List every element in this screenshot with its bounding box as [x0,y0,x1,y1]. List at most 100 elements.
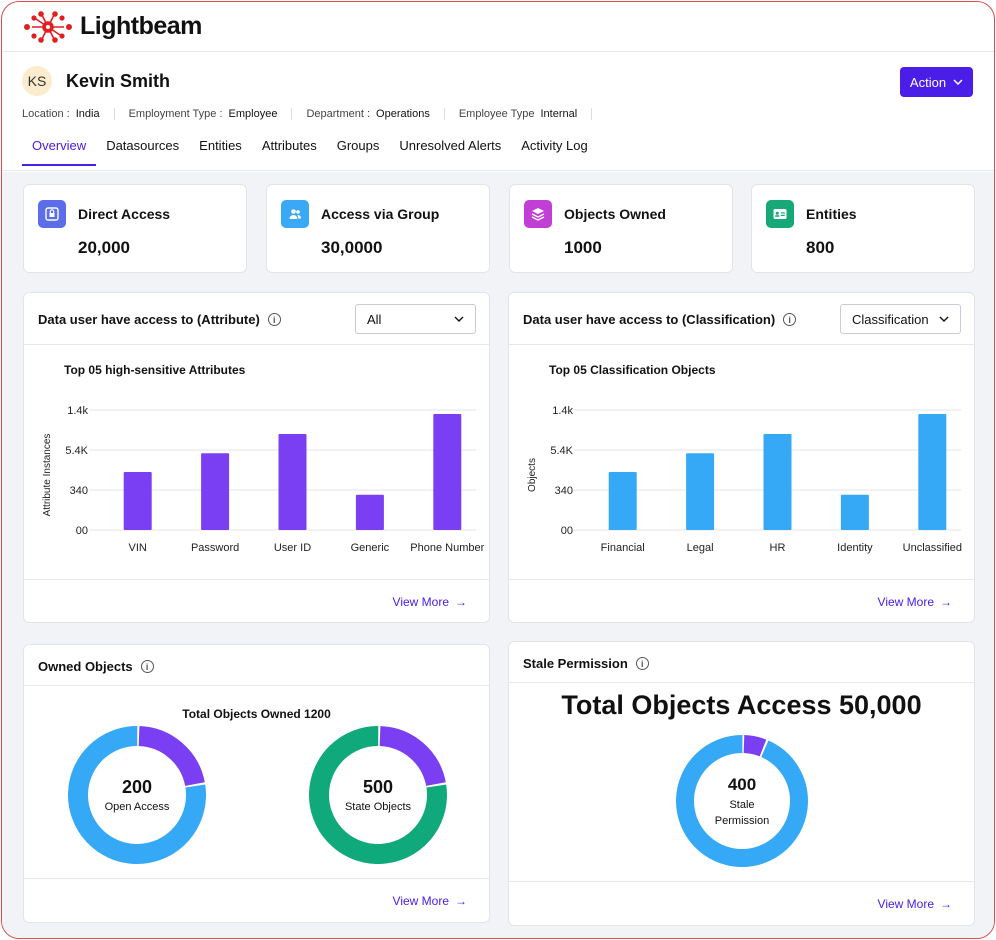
donut-label: Permission [714,815,770,827]
stat-card-direct-access[interactable]: Direct Access 20,000 [23,184,247,273]
view-more-label: View More [392,894,449,908]
owned-objects-panel: Owned Objects i Total Objects Owned 1200… [23,644,490,923]
select-value: Classification [852,311,929,327]
donut-center: 500 State Objects [308,725,448,865]
info-icon[interactable]: i [783,313,797,326]
meta-employee-type: Employee Type Internal [459,108,593,120]
y-tick-label: 5.4K [65,445,88,457]
view-more-link[interactable]: View More → [878,897,952,911]
bar [201,453,230,530]
info-icon[interactable]: i [635,657,649,670]
classification-access-panel: Data user have access to (Classification… [508,292,975,623]
select-value: All [367,311,382,327]
avatar: KS [22,66,52,96]
bar [123,472,152,530]
donut-value: 200 [121,777,153,797]
tab-attributes[interactable]: Attributes [261,138,317,153]
view-more-label: View More [877,897,934,911]
arrow-right-icon: → [940,595,952,609]
view-more-label: View More [877,595,934,609]
donut-label: State Objects [344,801,412,813]
meta-value: Employee [228,108,278,120]
panel-title-text: Stale Permission [523,656,628,671]
meta-value: India [75,108,100,120]
total-objects-access-heading: Total Objects Access 50,000 [561,690,922,720]
users-icon [281,200,309,228]
lightbeam-logo-icon [23,10,72,43]
donut-slice [309,726,447,864]
tab-datasources[interactable]: Datasources [106,138,180,153]
stat-value: 1000 [564,238,602,257]
view-more-label: View More [392,595,449,609]
classification-bar-chart: 00 340 5.4K 1.4k Objects Financial Legal HR Iden… [527,405,962,554]
brand-name: Lightbeam [80,12,202,40]
arrow-right-icon: → [455,595,467,609]
y-tick-label: 340 [555,485,573,497]
tabs-divider [2,170,994,171]
meta-value: Operations [376,108,430,120]
stat-card-entities[interactable]: Entities 800 [751,184,975,273]
stat-value: 20,000 [78,238,130,257]
x-tick-label: Identity [837,542,873,554]
stat-card-objects-owned[interactable]: Objects Owned 1000 [509,184,733,273]
tab-activity-log[interactable]: Activity Log [521,138,588,153]
bar [763,434,792,530]
action-button-label: Action [909,74,947,90]
stat-title: Entities [806,206,857,222]
y-tick-label: 340 [70,485,88,497]
stat-value: 30,0000 [321,238,383,257]
chart-title: Top 05 high-sensitive Attributes [64,363,246,377]
user-meta: Location : India Employment Type : Employe… [22,108,974,120]
chevron-down-icon [953,79,963,85]
y-tick-label: 5.4K [550,445,573,457]
tab-bar: Overview Datasources Entities Attributes… [22,138,598,166]
info-icon[interactable]: i [267,313,281,326]
arrow-right-icon: → [455,894,467,908]
x-tick-label: VIN [129,542,147,554]
panel-title-text: Owned Objects [38,659,133,674]
attribute-access-panel: Data user have access to (Attribute) i A… [23,292,490,623]
user-name: Kevin Smith [66,70,171,91]
meta-employment-type: Employment Type : Employee [129,108,293,120]
x-tick-label: Generic [351,542,390,554]
view-more-link[interactable]: View More → [393,595,467,609]
donut-label: Open Access [104,801,170,813]
bar [686,453,715,530]
logo[interactable]: Lightbeam [22,10,202,43]
stat-value: 800 [806,238,835,257]
y-tick-label: 1.4k [67,405,88,417]
x-tick-label: Financial [601,542,645,554]
info-icon[interactable]: i [140,660,154,673]
chart-title: Top 05 Classification Objects [549,363,716,377]
view-more-link[interactable]: View More → [393,894,467,908]
meta-key: Department : [306,108,371,120]
panel-title: Stale Permission i [523,656,649,671]
meta-key: Location : [22,108,70,120]
attribute-filter-select[interactable]: All [355,304,476,334]
tab-overview[interactable]: Overview [22,138,97,166]
donut-slice [67,726,206,864]
view-more-link[interactable]: View More → [878,595,952,609]
tab-entities[interactable]: Entities [199,138,242,153]
bar [918,414,947,530]
meta-location: Location : India [22,108,115,120]
bar [355,494,384,530]
x-tick-label: Password [191,542,239,554]
tab-unresolved-alerts[interactable]: Unresolved Alerts [399,138,502,153]
action-button[interactable]: Action [900,67,973,97]
x-tick-label: Phone Number [410,542,484,554]
user-header: KS Kevin Smith Action Location : India Em… [2,52,994,172]
y-axis-label: Attribute Instances [42,434,53,517]
chart-title: Total Objects Owned 1200 [182,707,331,721]
donut-center: 400 Stale Permission [675,734,809,868]
classification-filter-select[interactable]: Classification [840,304,961,334]
tab-groups[interactable]: Groups [336,138,380,153]
panel-title-text: Data user have access to (Classification… [523,312,776,327]
y-tick-label: 00 [76,525,88,537]
donut-value: 500 [362,777,394,797]
x-tick-label: Legal [687,542,714,554]
stat-card-access-via-group[interactable]: Access via Group 30,0000 [266,184,490,273]
panel-title: Owned Objects i [38,659,154,674]
donut-center: 200 Open Access [67,725,207,865]
panel-title: Data user have access to (Classification… [523,312,797,327]
